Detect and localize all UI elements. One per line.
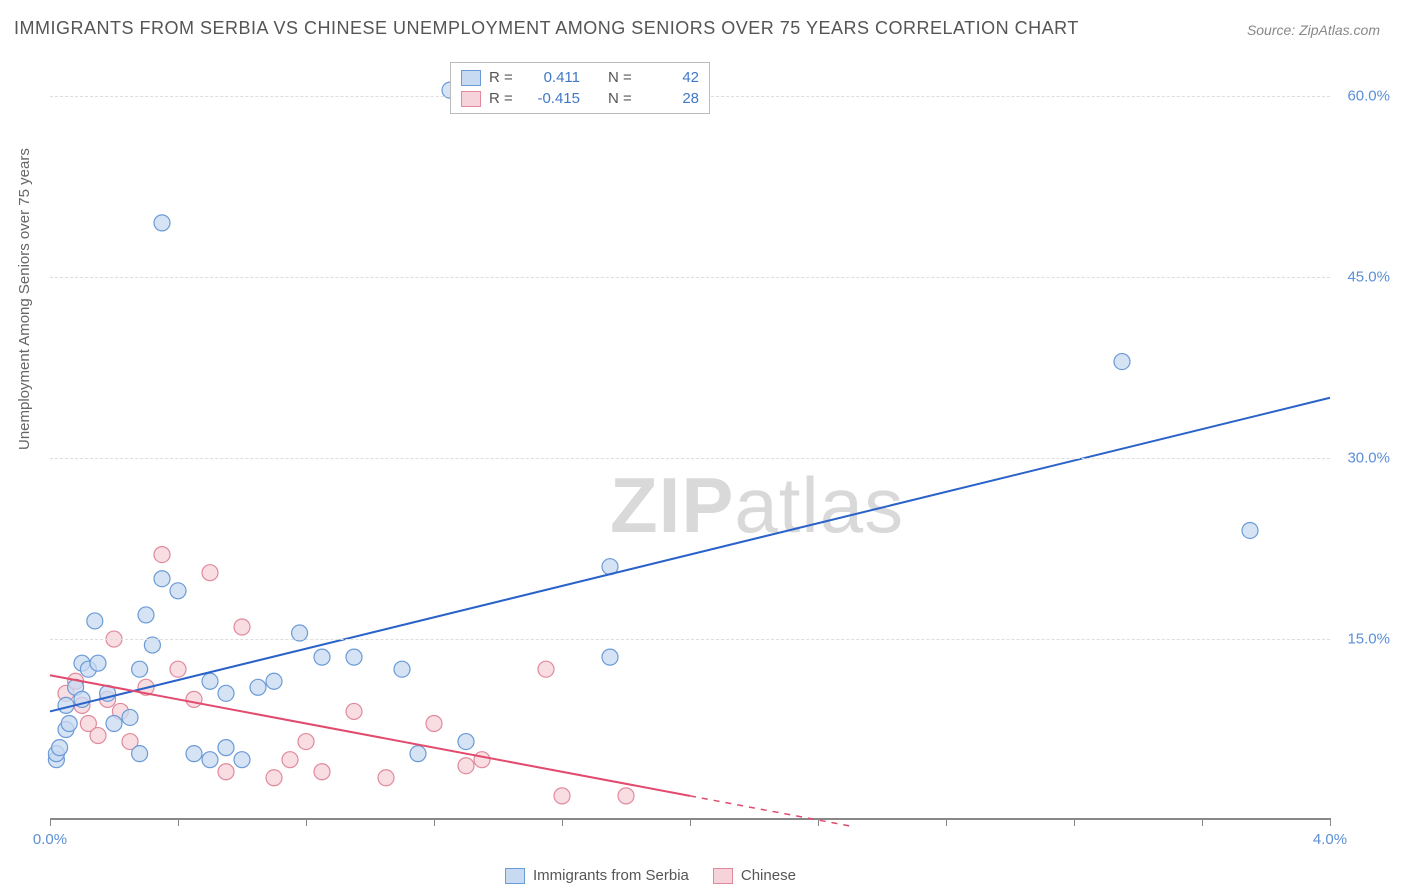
y-tick-label: 60.0% [1347,88,1390,105]
chinese-point [458,758,474,774]
correlation-legend: R = 0.411 N = 42 R = -0.415 N = 28 [450,62,710,114]
r-value: 0.411 [525,69,580,86]
x-tick [1202,818,1203,826]
serbia-point [87,613,103,629]
chinese-point [202,565,218,581]
chinese-trend-extension [690,796,850,826]
chinese-point [266,770,282,786]
chinese-trend-line [50,675,690,796]
x-tick [946,818,947,826]
chinese-point [426,715,442,731]
grid-line [50,277,1330,278]
serbia-point [218,685,234,701]
chart-title: IMMIGRANTS FROM SERBIA VS CHINESE UNEMPL… [14,18,1079,39]
chinese-point [170,661,186,677]
y-tick-label: 30.0% [1347,450,1390,467]
serbia-point [410,746,426,762]
serbia-point [132,746,148,762]
series-label: Immigrants from Serbia [533,867,689,884]
x-tick [434,818,435,826]
serbia-point [1242,522,1258,538]
serbia-trend-line [50,398,1330,712]
serbia-point [250,679,266,695]
plot-area: ZIPatlas 15.0%30.0%45.0%60.0%0.0%4.0% [50,60,1330,820]
chinese-point [618,788,634,804]
serbia-point [266,673,282,689]
grid-line [50,639,1330,640]
chinese-point [218,764,234,780]
serbia-point [602,649,618,665]
serbia-point [138,607,154,623]
chinese-point [538,661,554,677]
x-tick [818,818,819,826]
r-label: R = [489,90,517,107]
legend-swatch [461,91,481,107]
chinese-point [346,703,362,719]
series-legend-item-serbia: Immigrants from Serbia [505,867,689,884]
legend-row-serbia: R = 0.411 N = 42 [461,67,699,88]
n-label: N = [608,90,636,107]
legend-swatch [713,868,733,884]
n-label: N = [608,69,636,86]
x-tick-label: 0.0% [33,831,67,848]
y-axis-label: Unemployment Among Seniors over 75 years [16,148,33,450]
chinese-point [154,547,170,563]
chinese-point [378,770,394,786]
serbia-point [202,673,218,689]
serbia-point [106,715,122,731]
serbia-point [394,661,410,677]
series-legend-item-chinese: Chinese [713,867,796,884]
serbia-point [202,752,218,768]
x-tick-label: 4.0% [1313,831,1347,848]
chinese-point [314,764,330,780]
r-value: -0.415 [525,90,580,107]
serbia-point [314,649,330,665]
legend-row-chinese: R = -0.415 N = 28 [461,88,699,109]
serbia-point [234,752,250,768]
serbia-point [170,583,186,599]
x-tick [50,818,51,826]
serbia-point [186,746,202,762]
chinese-point [282,752,298,768]
legend-swatch [461,70,481,86]
x-tick [1074,818,1075,826]
x-tick [562,818,563,826]
serbia-point [218,740,234,756]
source-attribution: Source: ZipAtlas.com [1247,22,1380,38]
r-label: R = [489,69,517,86]
serbia-point [122,709,138,725]
chinese-point [474,752,490,768]
chart-svg [50,60,1330,818]
x-tick [690,818,691,826]
serbia-point [346,649,362,665]
serbia-point [52,740,68,756]
y-tick-label: 45.0% [1347,269,1390,286]
x-tick [306,818,307,826]
serbia-point [154,571,170,587]
serbia-point [90,655,106,671]
serbia-point [1114,354,1130,370]
series-legend: Immigrants from Serbia Chinese [505,867,796,884]
n-value: 42 [644,69,699,86]
series-label: Chinese [741,867,796,884]
serbia-point [61,715,77,731]
y-tick-label: 15.0% [1347,631,1390,648]
chinese-point [234,619,250,635]
legend-swatch [505,868,525,884]
x-tick [1330,818,1331,826]
chinese-point [186,691,202,707]
grid-line [50,458,1330,459]
x-tick [178,818,179,826]
serbia-point [154,215,170,231]
chinese-point [298,734,314,750]
n-value: 28 [644,90,699,107]
serbia-point [458,734,474,750]
chinese-point [90,728,106,744]
chinese-point [554,788,570,804]
serbia-point [132,661,148,677]
